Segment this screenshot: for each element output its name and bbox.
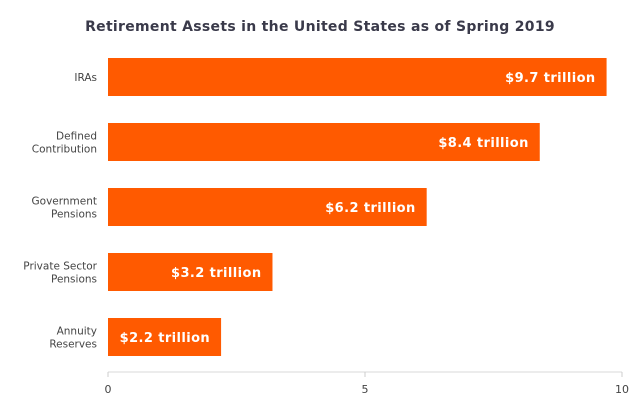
bar (108, 318, 222, 356)
x-tick-label: 0 (105, 383, 112, 396)
category-label: Private Sector Pensions (23, 261, 97, 286)
category-label: Defined Contribution (32, 131, 97, 156)
bar-value-label: $2.2 trillion (120, 331, 210, 346)
bar (108, 253, 273, 291)
bar-value-label: $9.7 trillion (505, 71, 595, 86)
chart-title: Retirement Assets in the United States a… (85, 19, 555, 35)
x-tick-label: 5 (362, 383, 369, 396)
bar (108, 188, 427, 226)
category-label: Government Pensions (32, 196, 97, 221)
category-label: Annuity Reserves (49, 326, 97, 351)
x-tick-label: 10 (615, 383, 629, 396)
bar (108, 58, 607, 96)
bar-value-label: $8.4 trillion (438, 136, 528, 151)
bar-value-label: $3.2 trillion (171, 266, 261, 281)
x-ticks-group: 0 5 10 (105, 372, 629, 396)
bar-value-label: $6.2 trillion (325, 201, 415, 216)
bars-group: $9.7 trillion IRAs $8.4 trillion Defined Con… (23, 58, 607, 356)
category-label: IRAs (74, 72, 97, 84)
bar (108, 123, 540, 161)
